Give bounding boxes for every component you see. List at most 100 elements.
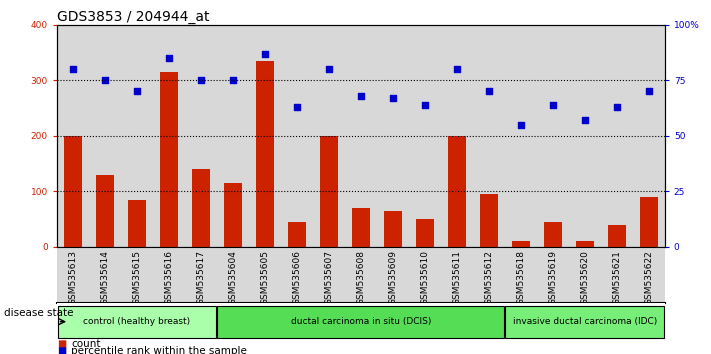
Bar (153, 25, 185, 247)
Bar (121, 25, 153, 247)
Bar (345, 247, 377, 303)
Point (451, 67, 463, 72)
Text: GSM535613: GSM535613 (68, 250, 77, 305)
Text: GSM535617: GSM535617 (196, 250, 205, 305)
Bar (249, 247, 281, 303)
Text: GSM535622: GSM535622 (644, 250, 653, 304)
Bar (512, 241, 530, 247)
Point (419, 102, 431, 108)
Text: ductal carcinoma in situ (DCIS): ductal carcinoma in situ (DCIS) (291, 317, 431, 326)
Point (99, 78, 111, 83)
Bar (473, 247, 505, 303)
Bar (377, 247, 409, 303)
Bar (160, 72, 178, 247)
Point (356, 93, 367, 99)
Text: GSM535621: GSM535621 (612, 250, 621, 305)
Point (324, 67, 335, 72)
Point (164, 55, 175, 61)
Bar (313, 247, 345, 303)
Bar (537, 247, 569, 303)
Point (260, 51, 271, 57)
Point (67, 67, 78, 72)
Bar (128, 200, 146, 247)
Bar (217, 25, 249, 247)
Bar (192, 169, 210, 247)
Point (579, 118, 591, 123)
Bar (473, 25, 505, 247)
Bar (185, 247, 217, 303)
Text: GSM535611: GSM535611 (452, 250, 461, 305)
Text: GDS3853 / 204944_at: GDS3853 / 204944_at (57, 10, 209, 24)
Text: disease state: disease state (4, 308, 73, 318)
Bar (633, 25, 665, 247)
Text: GSM535616: GSM535616 (164, 250, 173, 305)
Bar (320, 136, 338, 247)
Bar (345, 25, 377, 247)
Bar (416, 219, 434, 247)
Bar (121, 247, 153, 303)
Text: GSM535619: GSM535619 (548, 250, 557, 305)
Text: GSM535606: GSM535606 (292, 250, 301, 305)
Bar (544, 222, 562, 247)
Bar (281, 247, 313, 303)
Bar (249, 25, 281, 247)
Bar (57, 25, 89, 247)
Bar (576, 241, 594, 247)
Point (611, 104, 623, 110)
Point (195, 78, 207, 83)
Text: GSM535609: GSM535609 (388, 250, 397, 305)
Bar (601, 247, 633, 303)
Text: GSM535608: GSM535608 (356, 250, 365, 305)
Bar (281, 25, 313, 247)
Text: GSM535615: GSM535615 (132, 250, 141, 305)
Bar (441, 247, 473, 303)
Bar (256, 61, 274, 247)
Bar (89, 25, 121, 247)
Point (131, 88, 142, 94)
Text: control (healthy breast): control (healthy breast) (83, 317, 191, 326)
Bar (89, 247, 121, 303)
Bar (57, 247, 89, 303)
Bar (569, 25, 601, 247)
Text: GSM535614: GSM535614 (100, 250, 109, 305)
Bar (569, 247, 601, 303)
FancyBboxPatch shape (218, 307, 504, 338)
Bar (64, 136, 82, 247)
Bar (409, 25, 441, 247)
Point (515, 122, 527, 127)
Text: GSM535612: GSM535612 (484, 250, 493, 305)
Text: GSM535604: GSM535604 (228, 250, 237, 305)
Text: GSM535605: GSM535605 (260, 250, 269, 305)
Bar (505, 247, 537, 303)
Bar (384, 211, 402, 247)
Point (387, 95, 399, 101)
FancyBboxPatch shape (506, 307, 664, 338)
Bar (153, 247, 185, 303)
Bar (185, 25, 217, 247)
Bar (288, 222, 306, 247)
Bar (505, 25, 537, 247)
Bar (448, 136, 466, 247)
Bar (608, 225, 626, 247)
Text: GSM535607: GSM535607 (324, 250, 333, 305)
Text: invasive ductal carcinoma (IDC): invasive ductal carcinoma (IDC) (513, 317, 657, 326)
Text: GSM535610: GSM535610 (420, 250, 429, 305)
Bar (633, 247, 665, 303)
Bar (96, 175, 114, 247)
Text: percentile rank within the sample: percentile rank within the sample (71, 346, 247, 354)
Text: ■: ■ (57, 339, 66, 349)
Bar (409, 247, 441, 303)
Bar (537, 25, 569, 247)
Bar (217, 247, 249, 303)
Bar (224, 183, 242, 247)
Bar (352, 208, 370, 247)
Text: GSM535618: GSM535618 (516, 250, 525, 305)
Bar (313, 25, 345, 247)
Point (292, 104, 303, 110)
Point (547, 102, 559, 108)
Bar (640, 197, 658, 247)
Bar (601, 25, 633, 247)
Bar (441, 25, 473, 247)
Text: count: count (71, 339, 100, 349)
Point (643, 88, 655, 94)
